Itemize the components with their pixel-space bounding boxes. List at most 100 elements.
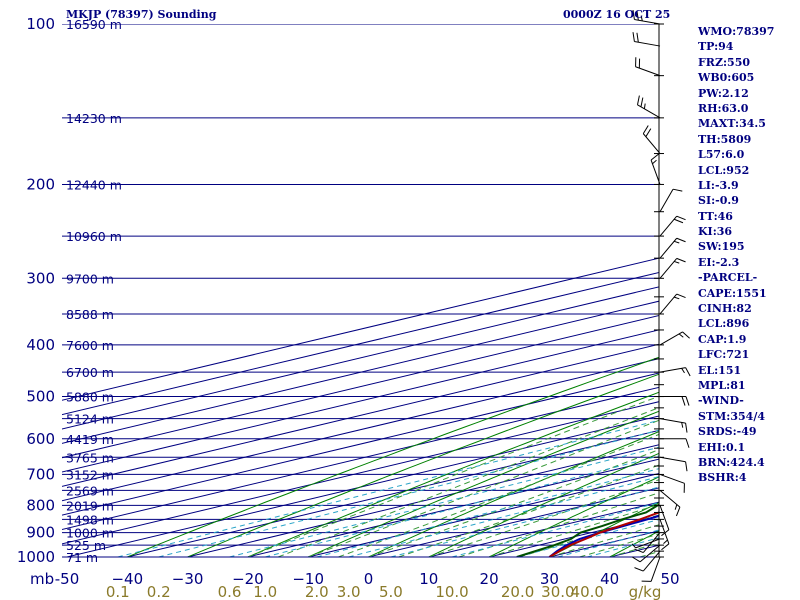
temperature-tick-label: 50 [660,570,679,588]
index-item: BRN:424.4 [698,455,765,469]
pressure-tick-label: 300 [26,269,55,287]
pressure-tick-label: 1000 [17,548,55,566]
height-label: 10960 m [66,229,122,244]
index-item: LI:-3.9 [698,178,739,192]
wind-barb [631,538,661,549]
wind-barb [632,32,661,47]
index-item: STM:354/4 [698,409,765,423]
height-label: 8588 m [66,307,114,322]
isotherm--30 [187,444,659,557]
height-label: 2569 m [66,483,114,498]
pressure-tick-label: 900 [26,524,55,542]
mixing-ratio-unit-label: g/kg [629,583,662,600]
profile-lines [516,503,659,557]
index-item: SI:-0.9 [698,194,739,208]
wind-barb [659,456,688,472]
wind-barb [636,95,661,119]
index-item: -WIND- [698,394,744,408]
isotherm--60 [62,401,659,545]
pressure-unit-label: mb [30,570,54,588]
mixing-ratio-tick-label: 2.0 [305,583,329,600]
wind-barb [659,519,670,551]
wind-barb [635,57,661,77]
isotherm--70 [62,386,659,530]
sounding-time: 0000Z 16 OCT 25 [563,8,671,21]
height-label: 525 m [66,538,106,553]
isotherm--160 [62,257,659,401]
index-item: TH:5809 [698,132,752,146]
wind-barb [659,490,681,517]
index-item: LFC:721 [698,348,750,362]
height-label: 12440 m [66,177,122,192]
wind-barb [634,532,661,553]
moist-adiabat [338,433,659,557]
isotherm--100 [62,343,659,487]
wind-barb [659,331,690,346]
height-label: 9700 m [66,271,114,286]
index-item: KI:36 [698,225,733,239]
pressure-tick-label: 800 [26,496,55,514]
wind-barb [659,505,670,537]
moist-adiabat [247,395,659,557]
mixing-ratio-tick-label: 0.6 [218,583,242,600]
isotherm--130 [62,300,659,444]
wind-barb [659,215,686,237]
index-item: BSHR:4 [698,471,747,485]
wind-barb [634,550,661,572]
index-item: WMO:78397 [698,25,775,38]
moist-adiabat [488,503,659,557]
temperature-tick-label: −20 [232,570,264,588]
mixing-ratio-line [451,502,659,557]
mixing-ratio-tick-label: 3.0 [337,583,361,600]
wind-barb [641,556,661,582]
isotherm--140 [62,286,659,430]
height-label: 3765 m [66,450,114,465]
moist-adiabat [308,419,659,557]
dry-adiabat [428,452,659,557]
mixing-ratio-tick-label: 20.0 [501,583,534,600]
temperature-tick-label: 30 [540,570,559,588]
index-item: TT:46 [698,209,733,223]
wind-barb [659,188,683,212]
pressure-tick-label: 200 [26,175,55,193]
temperature-tick-label: −30 [172,570,204,588]
index-item: EHI:0.1 [698,440,746,454]
index-item: SRDS:-49 [698,425,757,439]
index-item: SW:195 [698,240,745,254]
plot-frame [62,24,660,558]
index-item: EI:-2.3 [698,255,740,269]
temperature-tick-label: 20 [480,570,499,588]
isotherm--80 [62,372,659,516]
wind-barb [642,125,661,154]
index-item: RH:63.0 [698,101,749,115]
isotherm--120 [62,315,659,459]
height-label: 16590 m [66,17,122,32]
index-item: WB0:605 [698,71,755,85]
dry-adiabat [488,476,659,557]
height-label: 1498 m [66,512,114,527]
pressure-tick-label: 700 [26,465,55,483]
isotherm--20 [247,458,659,557]
moist-adiabat [277,407,659,557]
dewpoint-trace [516,503,659,557]
isotherm--50 [66,415,659,557]
index-item: CAP:1.9 [698,332,747,346]
height-label: 5124 m [66,412,114,427]
station-title: MKJP (78397) Sounding [66,8,217,21]
grid-lines [62,24,659,557]
height-label: 14230 m [66,111,122,126]
index-item: PW:2.12 [698,86,749,100]
wind-barb [659,367,691,377]
mixing-ratio-line [117,419,659,557]
moist-adiabat [428,479,659,557]
pressure-tick-label: 400 [26,336,55,354]
wind-barb [632,10,661,25]
temperature-tick-label: −40 [111,570,143,588]
dry-adiabat [127,356,659,557]
wind-barb [659,418,688,433]
wind-barb [659,293,686,315]
mixing-ratio-tick-label: 40.0 [571,583,604,600]
index-item: FRZ:550 [698,55,751,69]
